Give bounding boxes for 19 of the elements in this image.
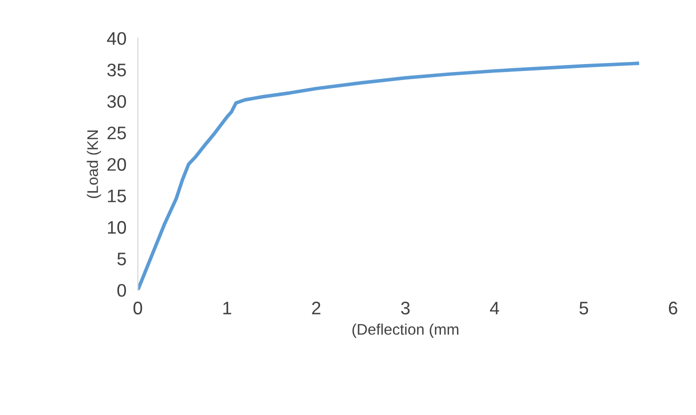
y-tick-label: 0 (117, 284, 126, 297)
x-tick-label: 2 (312, 302, 320, 314)
x-tick-label: 6 (668, 302, 678, 314)
y-tick-label: 10 (108, 221, 126, 234)
y-tick-label: 25 (108, 126, 126, 140)
y-tick-label: 20 (108, 158, 126, 171)
x-tick-label: 0 (133, 302, 142, 314)
y-tick-label: 15 (108, 190, 126, 202)
x-tick-label: 3 (401, 302, 410, 314)
x-tick-label: 4 (490, 302, 500, 314)
y-tick-label: 40 (107, 32, 126, 45)
x-axis-title: (Deflection (mm (352, 324, 458, 338)
y-tick-label: 30 (107, 95, 126, 108)
x-tick-label: 1 (223, 302, 232, 314)
y-axis-title: (Load (KN (86, 130, 102, 198)
y-tick-label: 5 (117, 252, 126, 266)
y-tick-label: 35 (107, 64, 126, 76)
line-series (138, 62, 640, 290)
x-tick-label: 5 (580, 302, 588, 314)
